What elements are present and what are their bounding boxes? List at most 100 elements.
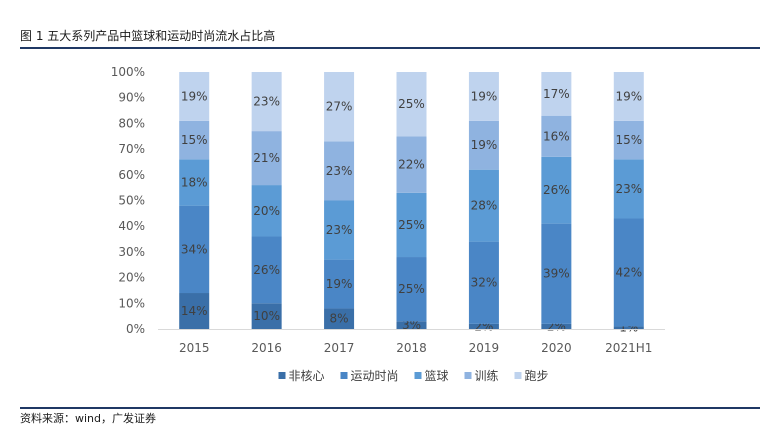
y-tick-label: 40% [118, 219, 145, 233]
data-label: 23% [326, 223, 353, 237]
x-tick-label: 2016 [251, 341, 282, 355]
bar-segment [251, 72, 282, 132]
data-label: 23% [326, 164, 353, 178]
data-label: 26% [543, 183, 570, 197]
data-label: 19% [471, 89, 498, 103]
bar-segment [324, 141, 355, 201]
source-note: 资料来源：wind，广发证券 [20, 412, 157, 425]
data-label: 28% [471, 199, 498, 213]
x-tick-label: 2019 [469, 341, 500, 355]
y-tick-label: 70% [118, 142, 145, 156]
y-tick-label: 0% [126, 322, 145, 336]
y-tick-label: 10% [118, 296, 145, 310]
bar-segment [613, 72, 644, 121]
bar-segment [179, 293, 210, 329]
bar-segment [468, 169, 499, 242]
bar-segment [541, 323, 572, 329]
bar-segment [468, 241, 499, 324]
data-label: 15% [615, 133, 642, 147]
bar-segment [179, 205, 210, 294]
bar-segment [541, 72, 572, 116]
x-tick-label: 2015 [179, 341, 210, 355]
data-label: 32% [471, 276, 498, 290]
bar-segment [324, 259, 355, 309]
data-label: 15% [181, 133, 208, 147]
data-label: 27% [326, 100, 353, 114]
y-tick-label: 100% [111, 65, 145, 79]
bar-segment [468, 72, 499, 121]
data-label: 34% [181, 242, 208, 256]
top-rule [20, 47, 760, 49]
bar-segment [396, 192, 427, 258]
data-label: 25% [398, 218, 425, 232]
y-tick-label: 90% [118, 91, 145, 105]
y-tick-label: 50% [118, 194, 145, 208]
bar-segment [396, 257, 427, 322]
data-label: 23% [615, 182, 642, 196]
x-tick-label: 2018 [396, 341, 427, 355]
data-label: 3% [402, 318, 421, 332]
data-label: 20% [253, 204, 280, 218]
bar-segment [396, 72, 427, 137]
bar-segment [251, 185, 282, 237]
bar-segment [324, 308, 355, 329]
legend-label: 运动时尚 [351, 369, 399, 383]
data-label: 19% [471, 138, 498, 152]
bar-segment [251, 236, 282, 304]
bar-segment [396, 136, 427, 193]
bottom-rule [20, 407, 760, 409]
bar-segment [179, 159, 210, 206]
data-label: 10% [253, 309, 280, 323]
bar-segment [179, 120, 210, 160]
legend-label: 跑步 [525, 369, 549, 383]
bar-segment [613, 159, 644, 219]
data-label: 16% [543, 129, 570, 143]
data-label: 25% [398, 282, 425, 296]
legend-label: 篮球 [425, 368, 449, 383]
bar-segment [541, 115, 572, 157]
bar-segment [468, 120, 499, 170]
bar-segment [541, 156, 572, 224]
legend-label: 训练 [475, 368, 499, 383]
data-label: 19% [615, 89, 642, 103]
bar-segment [251, 131, 282, 186]
figure-title: 图 1 五大系列产品中篮球和运动时尚流水占比高 [20, 29, 276, 43]
y-tick-label: 30% [118, 245, 145, 259]
x-tick-label: 2021H1 [605, 341, 652, 355]
bars: 14% 34% 18% 15% 19% 10% 26% 20% 21% 23% 8% 19% 23% 23… [179, 72, 644, 335]
bar-segment [251, 303, 282, 329]
data-label: 39% [543, 267, 570, 281]
bar-segment [324, 72, 355, 142]
data-label: 19% [181, 89, 208, 103]
y-tick-label: 20% [118, 271, 145, 285]
legend-swatch [340, 372, 348, 379]
y-tick-label: 80% [118, 116, 145, 130]
legend-swatch [278, 372, 286, 379]
data-label: 18% [181, 176, 208, 190]
bar-segment [468, 323, 499, 329]
legend-label: 非核心 [289, 369, 325, 383]
data-label: 23% [253, 95, 280, 109]
legend-swatch [414, 372, 422, 379]
bar-segment [396, 321, 427, 329]
data-label: 19% [326, 277, 353, 291]
data-label: 8% [330, 312, 349, 326]
data-label: 14% [181, 304, 208, 318]
x-tick-label: 2017 [324, 341, 355, 355]
x-axis: 2015 2016 2017 2018 2019 2020 2021H1 [158, 329, 665, 355]
data-label: 17% [543, 87, 570, 101]
bar-segment [613, 326, 644, 329]
legend: 非核心 运动时尚 篮球 训练 跑步 [278, 368, 549, 383]
y-axis: 0% 10% 20% 30% 40% 50% 60% 70% 80% 90% 100% [111, 65, 145, 336]
legend-swatch [514, 372, 522, 379]
x-tick-label: 2020 [541, 341, 572, 355]
bar-segment [613, 218, 644, 327]
bar-segment [179, 72, 210, 121]
legend-swatch [464, 372, 472, 379]
data-label: 21% [253, 151, 280, 165]
bar-segment [613, 120, 644, 160]
data-label: 22% [398, 158, 425, 172]
data-label: 26% [253, 263, 280, 277]
data-label: 42% [615, 265, 642, 279]
bar-segment [541, 223, 572, 324]
